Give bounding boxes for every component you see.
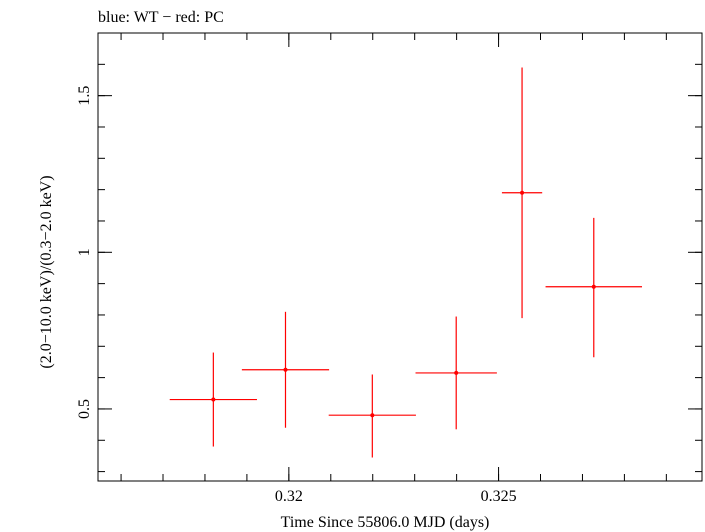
point-marker [211,397,216,402]
data-point [545,217,643,358]
x-axis-label: Time Since 55806.0 MJD (days) [281,514,490,531]
data-point [169,352,257,447]
axis-ticks: 0.32 0.325 0.5 1 1.5 [76,32,702,505]
point-marker [591,284,596,289]
y-tick-label: 1 [76,248,93,256]
y-axis-label: (2.0−10.0 keV)/(0.3−2.0 keV) [38,175,55,368]
plot-frame [97,32,703,482]
data-point [415,316,497,430]
data-point [328,374,416,458]
chart-title: blue: WT − red: PC [98,9,224,26]
data-point [501,67,543,319]
point-marker [520,190,525,195]
point-marker [454,370,459,375]
y-tick-label: 1.5 [76,86,93,106]
data-series [169,67,643,458]
x-tick-label: 0.32 [275,488,303,505]
data-point [241,311,330,428]
point-marker [370,413,375,418]
x-tick-label: 0.325 [481,488,517,505]
y-tick-label: 0.5 [76,399,93,419]
point-marker [283,367,288,372]
